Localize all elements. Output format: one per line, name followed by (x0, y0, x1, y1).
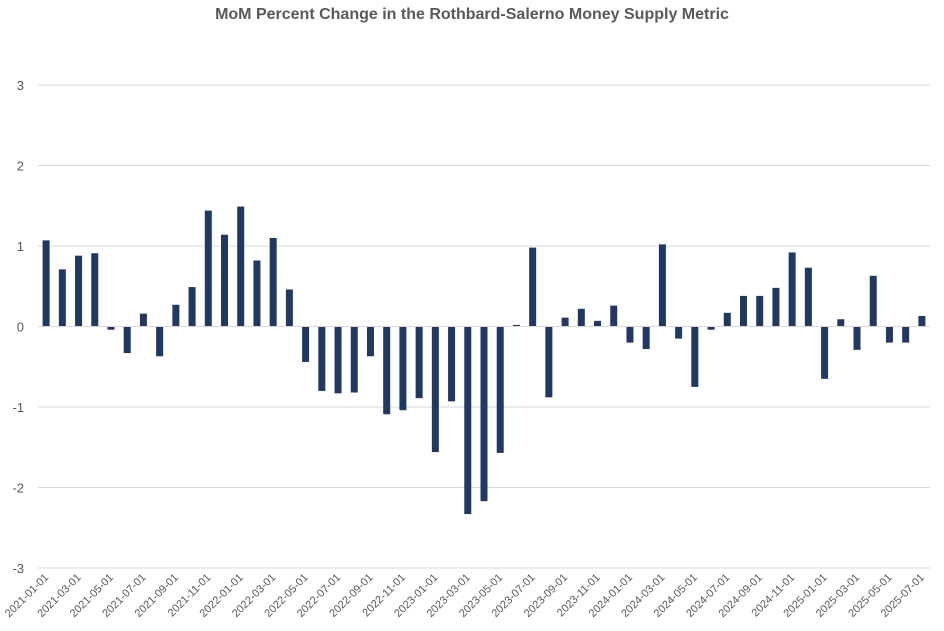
bars (42, 206, 926, 515)
bar (902, 326, 910, 343)
bar (837, 319, 845, 327)
bar (545, 326, 553, 398)
bar (658, 244, 666, 327)
bar (42, 240, 50, 327)
bar (529, 247, 537, 327)
bar (723, 312, 731, 327)
bar (107, 326, 115, 330)
y-tick-label: -3 (12, 561, 24, 576)
bar (448, 326, 456, 402)
bar (318, 326, 326, 391)
y-tick-label: -2 (12, 481, 24, 496)
bar (707, 326, 715, 330)
bar (156, 326, 164, 357)
bar (269, 237, 277, 327)
y-tick-label: 2 (17, 159, 24, 174)
y-tick-label: 0 (17, 320, 24, 335)
bar (642, 326, 650, 350)
bar (675, 326, 683, 339)
bar (123, 326, 131, 354)
bar (756, 295, 764, 327)
bar (853, 326, 861, 350)
y-tick-label: 1 (17, 239, 24, 254)
bar (821, 326, 829, 379)
x-axis-tick-labels: 2021-01-012021-03-012021-05-012021-07-01… (3, 572, 927, 620)
y-axis-tick-labels: 3 2 1 0 -1 -2 -3 (12, 78, 24, 576)
bar (383, 326, 391, 415)
bar (172, 304, 180, 327)
bar (739, 295, 747, 327)
bar (577, 308, 585, 327)
bar (918, 316, 926, 327)
bar (885, 326, 893, 343)
bar (399, 326, 407, 411)
bar (75, 255, 83, 327)
bar (464, 326, 472, 515)
bar (869, 275, 877, 327)
bar (139, 313, 147, 327)
bar (610, 305, 618, 327)
bar (804, 267, 812, 327)
bar (626, 326, 634, 343)
bar (188, 287, 196, 327)
bar (480, 326, 488, 502)
bar (788, 252, 796, 327)
bar (512, 324, 520, 327)
bar (302, 326, 310, 362)
bar (91, 253, 99, 327)
bar (366, 326, 374, 357)
bar (561, 317, 569, 327)
bar (496, 326, 504, 453)
bar (431, 326, 439, 453)
bar (204, 210, 212, 327)
bar (350, 326, 358, 393)
bar (415, 326, 423, 399)
bar (253, 260, 261, 327)
y-tick-label: -1 (12, 400, 24, 415)
bar (594, 320, 602, 327)
chart-title: MoM Percent Change in the Rothbard-Saler… (215, 6, 729, 23)
bar (691, 326, 699, 387)
bar (285, 289, 293, 327)
bar (772, 287, 780, 327)
bar (334, 326, 342, 394)
bar (221, 234, 229, 327)
bar (237, 206, 245, 327)
y-tick-label: 3 (17, 78, 24, 93)
bar (58, 269, 66, 327)
